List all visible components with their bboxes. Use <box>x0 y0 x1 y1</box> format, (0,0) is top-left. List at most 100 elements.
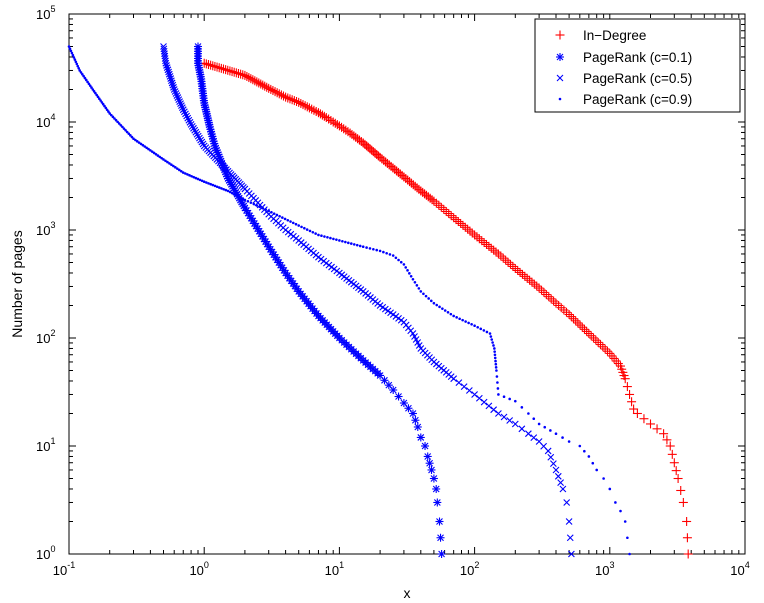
marker-stroke <box>455 379 463 387</box>
marker-stroke <box>552 466 560 474</box>
data-point <box>304 103 314 113</box>
marker-stroke <box>437 534 444 542</box>
data-point <box>86 80 89 84</box>
marker-dot <box>105 108 109 112</box>
marker-stroke <box>511 420 519 428</box>
marker-stroke <box>559 485 567 493</box>
marker-dot <box>96 95 100 99</box>
marker-stroke <box>186 118 194 126</box>
marker-dot <box>493 350 496 353</box>
marker-stroke <box>275 259 283 266</box>
data-point <box>226 189 230 193</box>
marker-stroke <box>400 399 408 407</box>
data-point <box>147 147 150 151</box>
marker-dot <box>495 369 498 372</box>
marker-dot <box>166 160 169 164</box>
data-point <box>278 214 281 218</box>
data-point <box>472 232 482 242</box>
data-point <box>561 436 564 439</box>
marker-dot <box>399 260 403 264</box>
marker-dot <box>473 324 476 327</box>
marker-dot <box>79 71 83 74</box>
marker-dot <box>230 191 234 195</box>
data-point <box>296 98 306 108</box>
marker-dot <box>235 194 238 197</box>
marker-stroke <box>547 453 555 461</box>
data-point <box>324 114 334 124</box>
marker-dot <box>323 235 326 238</box>
marker-dot <box>591 461 595 465</box>
marker-dot <box>422 292 425 296</box>
marker-stroke <box>525 430 532 438</box>
data-point <box>593 337 603 347</box>
data-point <box>589 333 599 343</box>
x-axis-label: x <box>404 585 411 601</box>
data-point <box>162 158 165 161</box>
data-point <box>537 422 541 426</box>
marker-dot <box>137 141 141 144</box>
data-point <box>270 87 280 97</box>
marker-dot <box>168 162 171 165</box>
data-point <box>452 314 455 318</box>
data-point <box>375 248 379 252</box>
data-point <box>302 102 312 112</box>
data-point <box>352 243 356 246</box>
data-point <box>435 517 444 526</box>
data-point <box>500 413 508 421</box>
data-point <box>170 163 173 167</box>
data-point <box>505 259 515 269</box>
data-point <box>194 176 198 180</box>
legend-marker-1 <box>556 53 564 61</box>
data-point <box>493 353 497 357</box>
data-point <box>209 182 212 186</box>
data-point <box>449 312 453 316</box>
marker-dot <box>156 154 160 157</box>
data-point <box>361 245 365 249</box>
marker-stroke <box>175 96 183 103</box>
data-point <box>156 154 160 157</box>
data-point <box>83 76 87 80</box>
marker-stroke <box>376 302 384 309</box>
data-point <box>87 82 91 86</box>
marker-dot <box>326 236 329 239</box>
marker-dot <box>190 174 193 178</box>
data-point <box>289 220 292 223</box>
data-point <box>477 236 487 246</box>
marker-dot <box>300 225 303 229</box>
marker-dot <box>72 56 76 59</box>
data-point <box>246 199 250 203</box>
data-point <box>493 350 496 353</box>
data-point <box>544 447 552 455</box>
data-point <box>176 167 179 170</box>
marker-stroke <box>168 79 176 87</box>
marker-dot <box>283 217 287 221</box>
data-point <box>95 93 99 97</box>
marker-dot <box>67 45 71 48</box>
marker-dot <box>84 78 88 82</box>
marker-dot <box>77 66 81 70</box>
marker-dot <box>490 338 494 341</box>
data-point <box>165 68 172 76</box>
marker-dot <box>341 239 344 243</box>
data-point <box>415 284 419 287</box>
data-point <box>625 389 635 399</box>
data-point <box>268 86 278 96</box>
data-point <box>424 294 428 298</box>
marker-stroke <box>417 434 425 441</box>
data-point <box>163 62 170 69</box>
data-point <box>67 45 71 48</box>
legend-marker-3 <box>558 97 562 101</box>
marker-stroke <box>185 116 193 124</box>
x-tick-label: 10-1 <box>53 560 75 578</box>
data-point <box>255 204 259 207</box>
marker-dot <box>129 134 132 137</box>
marker-stroke <box>254 225 261 233</box>
data-point <box>566 312 576 322</box>
data-point <box>525 430 532 438</box>
marker-dot <box>87 82 91 86</box>
data-point <box>622 382 632 392</box>
data-point <box>96 95 100 99</box>
marker-stroke <box>376 372 384 379</box>
marker-dot <box>74 60 78 64</box>
data-point <box>132 137 135 141</box>
